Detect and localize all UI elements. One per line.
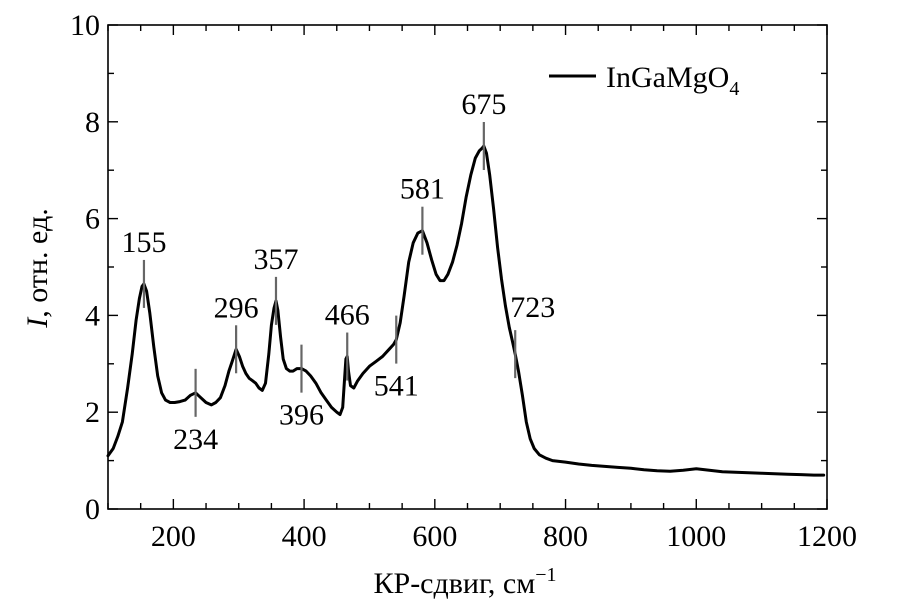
- peak-label: 466: [325, 299, 370, 332]
- legend-label: InGaMgO4: [606, 61, 739, 100]
- y-tick-label: 0: [85, 493, 100, 526]
- peak-label: 155: [121, 226, 166, 259]
- y-tick-label: 10: [70, 9, 100, 42]
- peak-markers: [142, 122, 517, 417]
- axis-ticks: [107, 24, 828, 510]
- spectrum-line: [106, 144, 826, 477]
- peak-label: 396: [279, 399, 324, 432]
- peak-label: 723: [510, 291, 555, 324]
- peak-label: 296: [214, 291, 259, 324]
- peak-label: 675: [461, 88, 506, 121]
- y-axis-title: I, отн. ед.: [21, 208, 54, 328]
- x-axis-title-superscript: −1: [535, 564, 556, 586]
- y-tick-label: 2: [85, 396, 100, 429]
- x-axis-title-text: КР-сдвиг, см: [374, 567, 536, 600]
- legend: InGaMgO4: [549, 61, 739, 100]
- axis-tick-labels: 200 400 600 800 1000 1200 0 2 4 6 8 10: [70, 9, 857, 553]
- x-tick-label: 200: [151, 520, 196, 553]
- y-axis-title-text: , отн. ед.: [21, 208, 54, 317]
- peak-label: 357: [253, 243, 298, 276]
- x-tick-label: 600: [412, 520, 457, 553]
- x-tick-label: 1200: [797, 520, 857, 553]
- peak-label: 581: [400, 173, 445, 206]
- x-tick-label: 400: [282, 520, 327, 553]
- peak-labels: 155 234 296 357 396 466 541 581 675 723: [121, 88, 555, 456]
- y-tick-label: 6: [85, 203, 100, 236]
- peak-label: 541: [374, 370, 419, 403]
- x-tick-label: 800: [543, 520, 588, 553]
- peak-label: 234: [173, 423, 218, 456]
- x-axis-title: КР-сдвиг, см−1: [374, 564, 557, 600]
- y-axis-title-italic: I: [21, 316, 54, 329]
- y-tick-label: 8: [85, 106, 100, 139]
- x-tick-label: 1000: [666, 520, 726, 553]
- legend-series-name: InGaMgO: [606, 61, 729, 94]
- legend-series-subscript: 4: [729, 78, 739, 100]
- y-tick-label: 4: [85, 299, 100, 332]
